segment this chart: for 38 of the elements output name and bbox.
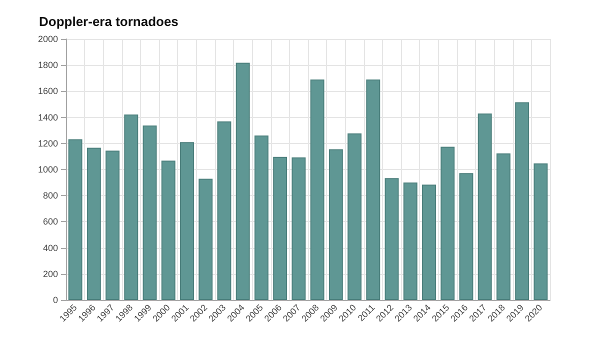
bar [180, 142, 194, 300]
bar [478, 114, 492, 300]
bar [106, 150, 120, 300]
bar [142, 126, 157, 300]
bar [384, 178, 399, 300]
bar [217, 121, 232, 300]
y-tick-label: 2000 [38, 34, 58, 44]
y-tick-label: 400 [42, 242, 58, 253]
bar [198, 178, 213, 300]
bar [348, 133, 362, 300]
y-tick-label: 1200 [38, 138, 58, 148]
y-tick-label: 1600 [38, 86, 58, 96]
bar [534, 163, 548, 300]
chart-title: Doppler-era tornadoes [39, 14, 178, 29]
bar [161, 160, 176, 300]
bar [496, 153, 510, 300]
bar [403, 182, 418, 300]
bar [440, 146, 455, 300]
bar [328, 149, 343, 300]
y-tick-label: 600 [42, 216, 58, 227]
bar [254, 135, 268, 300]
y-tick-label: 200 [42, 268, 58, 279]
bar [124, 114, 138, 300]
bar [236, 62, 250, 300]
y-tick-label: 800 [42, 190, 58, 201]
bar [366, 79, 380, 300]
y-tick-label: 0 [52, 295, 58, 305]
bar [422, 184, 436, 300]
bar [292, 157, 306, 300]
bar [515, 102, 530, 300]
bar [68, 139, 82, 300]
y-tick-label: 1800 [38, 60, 58, 70]
bar [459, 173, 474, 300]
y-tick-label: 1400 [38, 112, 58, 122]
bar [310, 79, 324, 300]
y-tick-label: 1000 [38, 164, 58, 174]
bar [86, 148, 101, 300]
bar [273, 156, 288, 300]
